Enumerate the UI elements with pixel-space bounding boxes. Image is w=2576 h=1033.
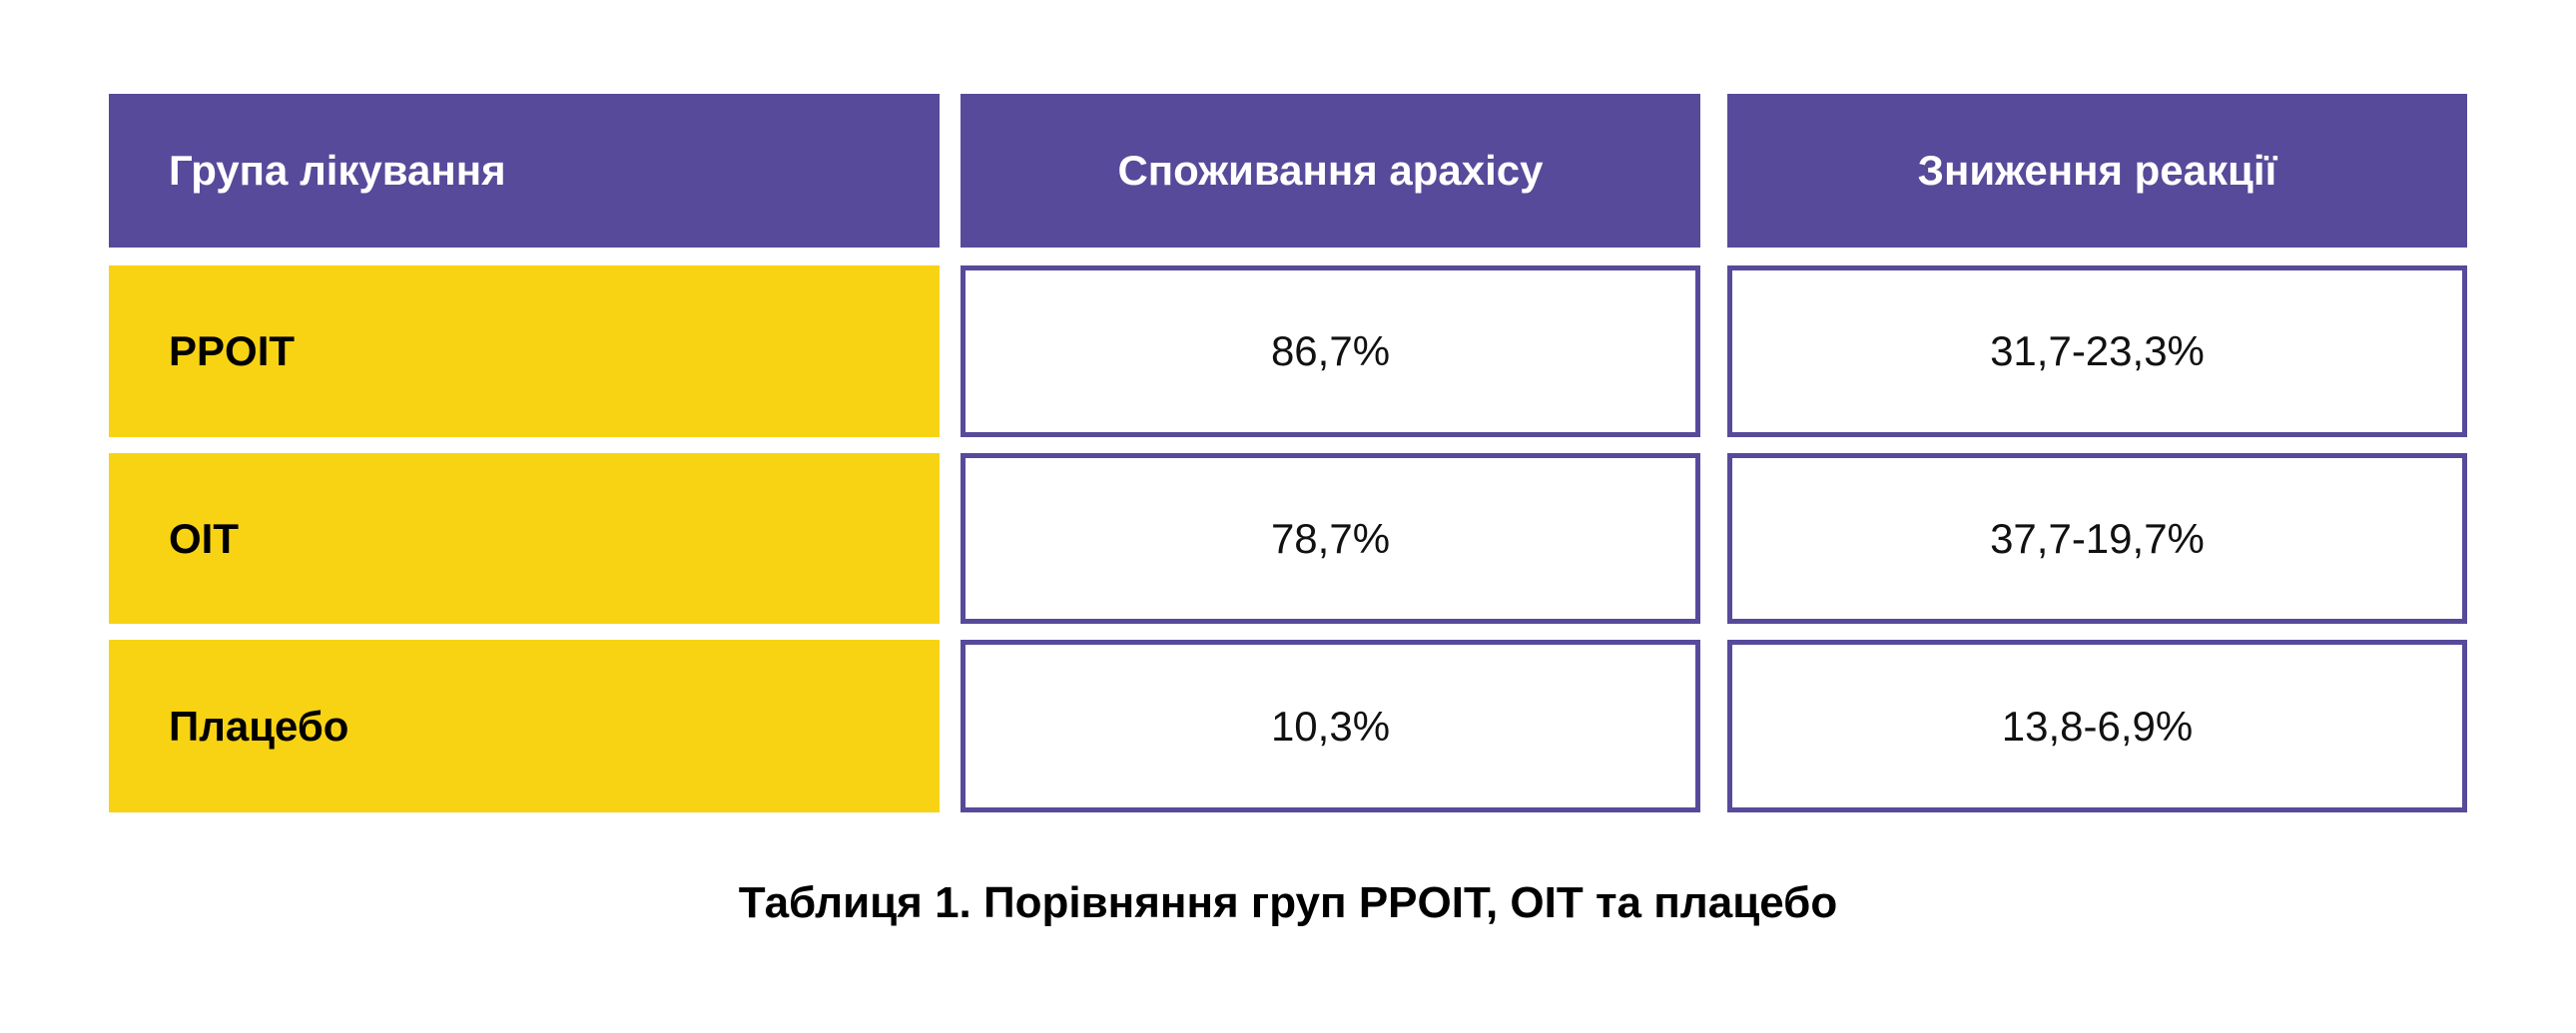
header-label: Споживання арахісу	[1117, 147, 1544, 194]
consumption-value: 86,7%	[1270, 327, 1391, 374]
consumption-value: 10,3%	[1270, 702, 1391, 750]
row-reduction-cell: 13,8-6,9%	[1727, 640, 2467, 812]
header-reduction: Зниження реакції	[1727, 94, 2467, 248]
group-label: OIT	[169, 514, 239, 562]
row-reduction-cell: 31,7-23,3%	[1727, 265, 2467, 437]
reduction-value: 37,7-19,7%	[1990, 514, 2205, 562]
consumption-value: 78,7%	[1270, 514, 1391, 562]
header-consumption: Споживання арахісу	[961, 94, 1700, 248]
row-consumption-cell: 78,7%	[961, 453, 1700, 624]
table-caption: Таблиця 1. Порівняння груп PPOIT, OIT та…	[738, 878, 1838, 927]
header-group: Група лікування	[109, 94, 940, 248]
row-reduction-cell: 37,7-19,7%	[1727, 453, 2467, 624]
group-label: Плацебо	[169, 702, 349, 750]
reduction-value: 13,8-6,9%	[2001, 702, 2194, 750]
row-consumption-cell: 10,3%	[961, 640, 1700, 812]
row-group-cell: PPOIT	[109, 265, 940, 437]
row-consumption-cell: 86,7%	[961, 265, 1700, 437]
header-label: Група лікування	[169, 147, 506, 194]
row-group-cell: OIT	[109, 453, 940, 624]
header-label: Зниження реакції	[1917, 147, 2277, 194]
row-group-cell: Плацебо	[109, 640, 940, 812]
reduction-value: 31,7-23,3%	[1990, 327, 2205, 374]
group-label: PPOIT	[169, 327, 296, 374]
